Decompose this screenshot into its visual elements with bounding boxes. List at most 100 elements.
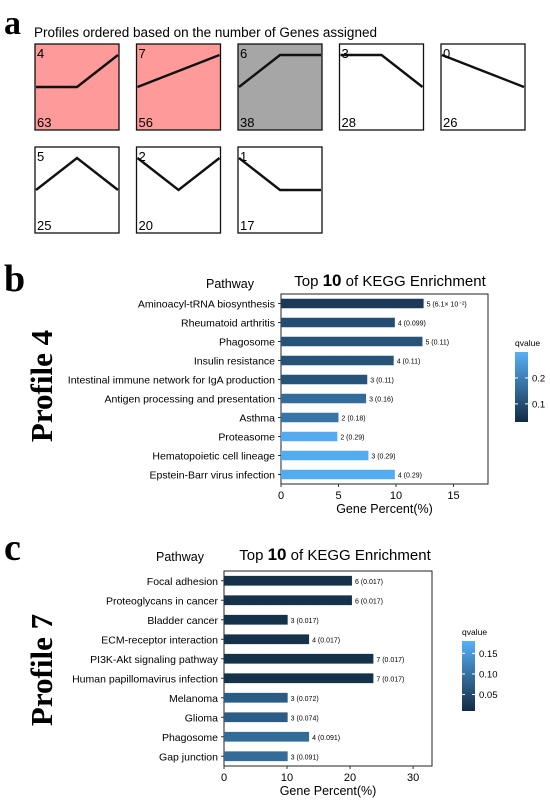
profile-box	[338, 43, 425, 131]
category-label: Intestinal immune network for IgA produc…	[68, 375, 275, 387]
x-tick-label: 0	[221, 772, 227, 784]
profile-gene-count: 25	[37, 218, 51, 233]
bar-data-label: 3 (0.16)	[369, 397, 393, 404]
chart-title-part: Top	[239, 547, 267, 564]
bar	[281, 431, 338, 442]
bar-data-label: 3 (0.091)	[291, 754, 319, 761]
profile-trend-line	[238, 157, 321, 192]
bar-data-label: 6 (0.017)	[355, 579, 383, 586]
bar	[224, 692, 288, 703]
bar-data-label: 7 (0.017)	[376, 657, 404, 664]
profile-id: 3	[342, 46, 349, 61]
bar	[224, 751, 288, 762]
category-label: Melanoma	[169, 693, 218, 705]
profile-grid: 4 63 7 56 6 38 3 28 0 26 5 25 2 20 1 17	[34, 43, 526, 234]
profile-id: 0	[443, 46, 450, 61]
category-label: Asthma	[239, 413, 275, 425]
profile-id: 5	[37, 149, 44, 164]
profile-gene-count: 20	[139, 218, 153, 233]
y-axis-label: Pathway	[206, 277, 255, 291]
profile-trend-line	[136, 157, 221, 192]
legend-title: qvalue	[515, 338, 540, 348]
bar	[281, 412, 339, 423]
category-label: Gap junction	[159, 751, 218, 763]
category-label: Phagosome	[219, 337, 275, 349]
category-label: Hematopoietic cell lineage	[152, 451, 275, 463]
bar-data-label: 3 (0.11)	[370, 378, 394, 385]
category-label: Human papillomavirus infection	[72, 673, 218, 685]
x-axis-label: Gene Percent(%)	[280, 784, 377, 798]
bar	[281, 355, 394, 366]
profile-trend-line	[137, 53, 220, 89]
profile-box	[237, 43, 323, 131]
bar-data-label: 3 (0.074)	[291, 715, 319, 722]
legend-colorbar	[462, 641, 475, 711]
profile-gene-count: 28	[342, 115, 356, 130]
y-axis-label: Pathway	[156, 550, 205, 564]
bar	[224, 731, 310, 742]
x-tick-label: 10	[281, 772, 293, 784]
bar-data-label: 4 (0.11)	[397, 359, 421, 366]
category-label: ECM-receptor interaction	[101, 634, 218, 646]
profile-gene-count: 17	[240, 218, 254, 233]
profile-trend-line	[340, 53, 424, 88]
category-label: Phagosome	[162, 732, 218, 744]
x-tick-label: 0	[278, 490, 284, 502]
category-label: Proteoglycans in cancer	[106, 595, 219, 607]
legend-tick-label: 0.15	[479, 649, 498, 660]
bar-data-label: 5 (0.11)	[425, 340, 449, 347]
bar-data-label: 4 (0.091)	[312, 735, 340, 742]
x-tick-label: 30	[407, 772, 419, 784]
bar	[224, 614, 288, 625]
x-tick-label: 5	[335, 490, 341, 502]
bar-data-label: 4 (0.017)	[312, 637, 340, 644]
bar	[224, 712, 288, 723]
category-label: Proteasome	[218, 432, 275, 444]
category-label: Insulin resistance	[194, 356, 275, 368]
category-label: Glioma	[185, 712, 218, 724]
kegg-chart-profile-7: Top 10 of KEGG Enrichment Pathway 6 (0.017…	[72, 545, 497, 798]
profile-gene-count: 63	[37, 115, 51, 130]
profile-box	[34, 146, 120, 234]
profile-box	[135, 43, 222, 131]
profile-trend-line	[35, 156, 119, 191]
bar-data-label: 6 (0.017)	[355, 598, 383, 605]
category-label: Epstein-Barr virus infection	[150, 470, 276, 482]
legend-tick-label: 0.2	[532, 373, 545, 384]
chart-title: Top 10 of KEGG Enrichment	[294, 271, 486, 290]
chart-title-part: of KEGG Enrichment	[287, 547, 432, 564]
bar	[281, 450, 369, 461]
legend-title: qvalue	[462, 627, 487, 637]
bar	[224, 673, 374, 684]
chart-title-part: Top	[294, 273, 322, 290]
profile-trend-line	[36, 54, 119, 89]
profile-gene-count: 56	[139, 115, 153, 130]
bar	[281, 317, 395, 328]
bar	[224, 575, 352, 586]
profile-trend-line	[238, 53, 321, 88]
bar	[224, 653, 374, 664]
profile-id: 2	[139, 149, 146, 164]
profile-4-side-label: Profile 4	[24, 330, 59, 442]
chart-title-number: 10	[268, 545, 287, 564]
bar	[281, 374, 368, 385]
profile-id: 4	[37, 46, 44, 61]
plot-frame	[223, 570, 433, 767]
panel-a-letter: a	[4, 5, 21, 42]
profile-gene-count: 38	[240, 115, 254, 130]
x-axis-label: Gene Percent(%)	[336, 502, 433, 516]
x-tick-label: 20	[344, 772, 356, 784]
legend-tick-label: 0.1	[532, 399, 545, 410]
category-label: Rheumatoid arthritis	[181, 318, 275, 330]
bar-data-label: 3 (0.29)	[371, 454, 395, 461]
panel-c-letter: c	[4, 527, 21, 569]
bar-data-label: 4 (0.29)	[398, 473, 422, 480]
panel-b-letter: b	[4, 258, 25, 300]
x-tick-label: 10	[390, 490, 402, 502]
category-label: Focal adhesion	[147, 576, 218, 588]
chart-title: Top 10 of KEGG Enrichment	[239, 545, 431, 564]
bar	[224, 595, 352, 606]
legend-colorbar	[515, 352, 528, 422]
profile-trend-line	[441, 53, 525, 89]
